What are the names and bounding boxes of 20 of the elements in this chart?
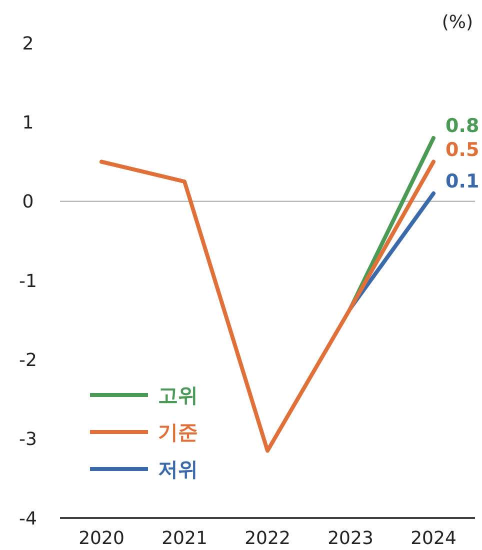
x-tick-label: 2023 <box>328 528 374 549</box>
x-tick-label: 2020 <box>78 528 124 549</box>
legend-label: 기준 <box>158 420 198 444</box>
y-tick-label: 0 <box>22 192 34 213</box>
data-label: 0.1 <box>446 170 480 192</box>
y-tick-label: 1 <box>22 112 34 134</box>
legend-label: 저위 <box>158 457 198 481</box>
x-tick-label: 2024 <box>410 528 456 549</box>
y-axis-title: (%) <box>442 12 473 33</box>
y-tick-label: -2 <box>19 350 37 371</box>
line-series <box>100 160 436 453</box>
data-label: 0.8 <box>446 115 480 137</box>
legend-label: 고위 <box>158 383 198 407</box>
y-tick-label: 2 <box>22 33 34 54</box>
y-tick-label: -4 <box>19 508 37 530</box>
data-label: 0.5 <box>446 138 480 161</box>
x-tick-label: 2022 <box>244 528 290 549</box>
y-tick-label: -3 <box>19 429 37 450</box>
y-tick-label: -1 <box>19 270 37 292</box>
x-tick-label: 2021 <box>162 528 208 549</box>
